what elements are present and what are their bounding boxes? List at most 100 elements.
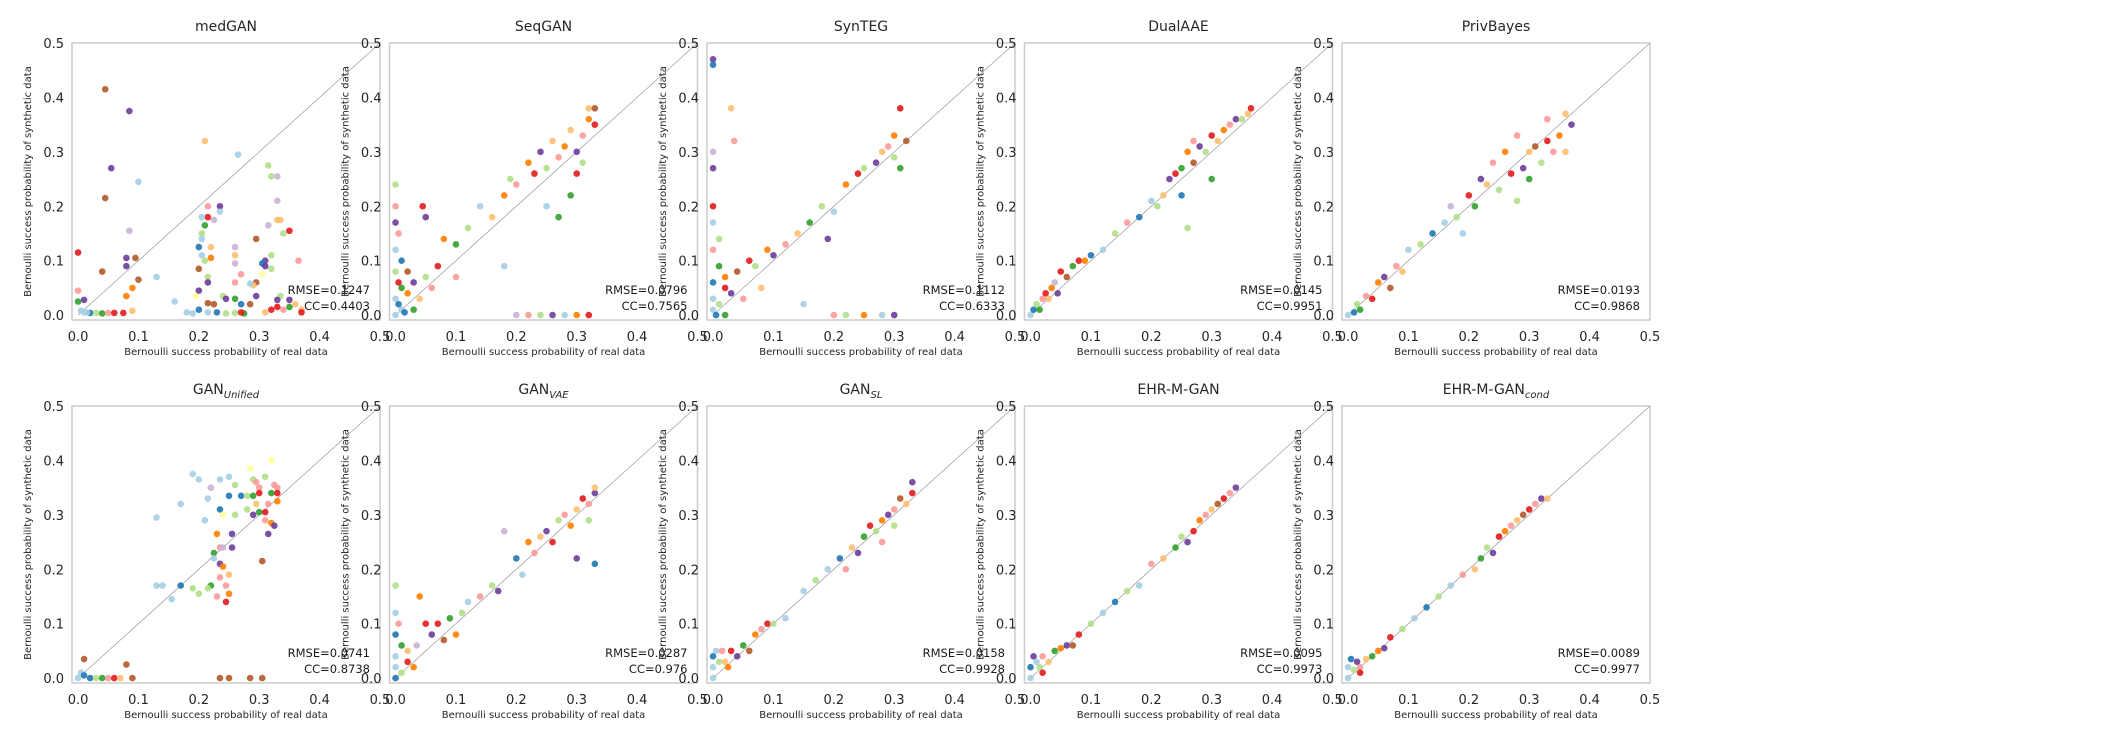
- y-tick-label: 0.0: [361, 672, 382, 687]
- data-point: [1513, 197, 1521, 205]
- data-point: [591, 105, 599, 112]
- data-point: [225, 492, 233, 500]
- data-point: [1214, 137, 1222, 145]
- data-point: [1099, 609, 1107, 617]
- data-point: [842, 565, 850, 573]
- data-point: [1353, 658, 1361, 666]
- data-point: [255, 508, 263, 516]
- data-point: [500, 527, 508, 535]
- data-point: [1531, 143, 1539, 150]
- data-point: [909, 489, 916, 497]
- y-tick-label: 0.2: [43, 200, 64, 215]
- data-point: [1196, 516, 1203, 524]
- data-point: [709, 279, 717, 286]
- data-point: [854, 170, 862, 177]
- data-point: [1238, 115, 1246, 123]
- data-point: [222, 598, 230, 606]
- data-point: [1030, 306, 1037, 313]
- subplot-title: EHR-M-GANcond: [1443, 382, 1550, 401]
- subplot-4: 0.0 0.0 0.1 0.1 0.2 0.2 0.3 0.3 0.4 0.4 0.5 0.5 Priv…: [1293, 19, 1660, 358]
- data-point: [126, 227, 133, 235]
- data-point: [207, 254, 215, 262]
- x-tick-label: 0.4: [309, 693, 330, 708]
- y-tick-label: 0.2: [361, 563, 382, 578]
- data-point: [1190, 137, 1197, 145]
- data-point: [213, 593, 221, 600]
- data-point: [1033, 658, 1040, 666]
- data-point: [1057, 644, 1065, 652]
- data-point: [237, 300, 245, 308]
- y-axis-label: Bernoulli success probability of synthet…: [976, 66, 987, 297]
- data-point: [398, 257, 405, 264]
- data-point: [1135, 213, 1143, 221]
- y-tick-label: 0.4: [1313, 454, 1334, 469]
- x-axis-label: Bernoulli success probability of real da…: [124, 710, 328, 721]
- data-point: [709, 653, 717, 660]
- data-point: [464, 598, 472, 606]
- data-point: [204, 279, 212, 286]
- data-point: [237, 492, 245, 500]
- data-point: [404, 268, 411, 275]
- data-point: [585, 516, 593, 524]
- data-point: [286, 227, 293, 235]
- data-point: [204, 585, 212, 592]
- x-tick-label: 0.5: [687, 693, 708, 708]
- data-point: [207, 243, 215, 251]
- x-axis-label: Bernoulli success probability of real da…: [1394, 347, 1598, 358]
- data-point: [1226, 489, 1234, 497]
- cc-annotation: CC=0.9973: [1257, 662, 1323, 676]
- y-axis-label: Bernoulli success probability of synthet…: [23, 429, 34, 660]
- y-tick-label: 0.1: [678, 618, 699, 633]
- rmse-annotation: RMSE=0.0095: [1240, 646, 1322, 660]
- data-point: [249, 511, 257, 519]
- cc-annotation: CC=0.4403: [304, 299, 370, 313]
- x-tick-label: 0.4: [627, 693, 648, 708]
- data-point: [1525, 506, 1533, 513]
- data-point: [195, 476, 203, 483]
- data-point: [782, 614, 789, 622]
- data-point: [1075, 257, 1083, 264]
- data-point: [264, 530, 272, 538]
- y-axis-label: Bernoulli success probability of synthet…: [23, 66, 34, 297]
- data-point: [204, 299, 212, 307]
- y-tick-label: 0.3: [43, 146, 64, 161]
- data-point: [1350, 309, 1358, 316]
- data-point: [264, 500, 272, 508]
- data-point: [104, 309, 112, 317]
- data-point: [715, 262, 723, 270]
- title-subscript: VAE: [549, 390, 569, 401]
- data-point: [195, 287, 203, 294]
- data-point: [86, 674, 94, 682]
- data-point: [228, 544, 236, 551]
- data-point: [398, 284, 405, 292]
- data-point: [204, 309, 212, 316]
- reference-line: [712, 42, 1016, 316]
- data-point: [77, 307, 85, 315]
- data-point: [752, 631, 759, 638]
- y-tick-label: 0.4: [996, 91, 1017, 106]
- data-point: [225, 473, 233, 481]
- data-point: [745, 647, 753, 655]
- data-point: [129, 674, 136, 682]
- data-point: [764, 620, 771, 627]
- subplot-7: 0.0 0.0 0.1 0.1 0.2 0.2 0.3 0.3 0.4 0.4 0.5 0.5 GANS…: [658, 382, 1025, 721]
- reference-line: [1347, 405, 1651, 679]
- data-point: [204, 273, 212, 281]
- title-main: DualAAE: [1148, 19, 1209, 35]
- x-tick-label: 0.3: [249, 330, 270, 345]
- data-point: [153, 582, 160, 589]
- data-point: [585, 311, 593, 319]
- data-point: [860, 164, 868, 172]
- x-tick-label: 0.1: [1398, 330, 1419, 345]
- data-point: [261, 309, 269, 316]
- data-point: [860, 311, 868, 319]
- y-tick-label: 0.3: [1313, 146, 1334, 161]
- cc-annotation: CC=0.6333: [939, 299, 1005, 313]
- data-point: [537, 148, 544, 156]
- y-tick-label: 0.1: [678, 255, 699, 270]
- data-point: [252, 478, 260, 486]
- data-point: [195, 590, 203, 598]
- data-point: [567, 126, 574, 134]
- data-point: [258, 674, 266, 682]
- data-point: [709, 674, 717, 682]
